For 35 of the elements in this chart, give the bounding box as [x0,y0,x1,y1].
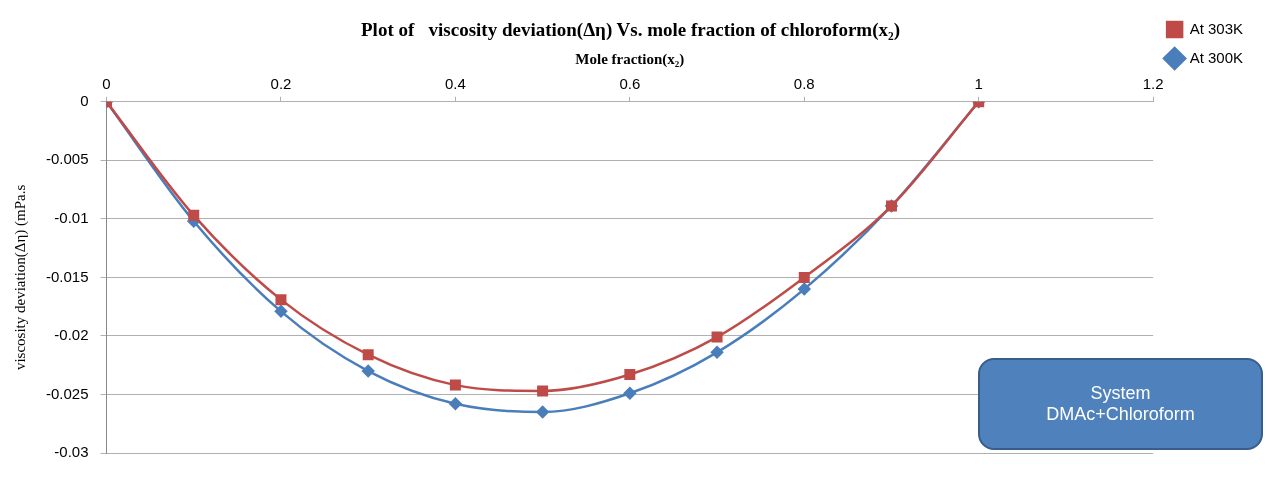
y-tick-label: -0.025 [45,384,89,402]
point [536,405,549,419]
legend-label: At 303K [1189,19,1243,37]
y-axis-title: viscosity deviation(Δη) (mPa.s [11,184,29,371]
y-tick-label: -0.005 [45,150,89,168]
x-tick-label: 1 [974,74,983,92]
point [710,346,724,359]
point [362,349,374,361]
x-tick-label: 0 [102,74,111,92]
point [449,397,462,411]
y-tick-label: -0.015 [45,267,89,285]
x-tick-label: 1.2 [1142,74,1164,92]
point [188,209,200,221]
point [449,379,461,391]
point [798,271,810,283]
x-axis-title: Mole fraction(x₂) [575,50,685,68]
point [711,331,723,343]
legend-label: At 300K [1189,48,1243,66]
y-tick-label: -0.03 [54,443,89,461]
point [361,364,375,378]
point [537,385,549,397]
x-tick-label: 0.8 [793,74,815,92]
y-tick-label: -0.01 [54,209,89,227]
chart-title: Plot of viscosity deviation(Δη) Vs. mole fraction of chloroform(x₂) [360,19,901,42]
rounded-box: System DMAc+Chloroform [978,358,1263,450]
x-tick-label: 0.2 [270,74,292,92]
x-tick-label: 0.6 [619,74,641,92]
point [624,369,636,381]
point [274,305,288,318]
point [623,387,637,400]
y-tick-label: 0 [80,91,89,109]
y-tick-label: -0.02 [54,326,89,344]
point [798,282,811,296]
x-tick-label: 0.4 [444,74,466,92]
point [275,294,287,306]
